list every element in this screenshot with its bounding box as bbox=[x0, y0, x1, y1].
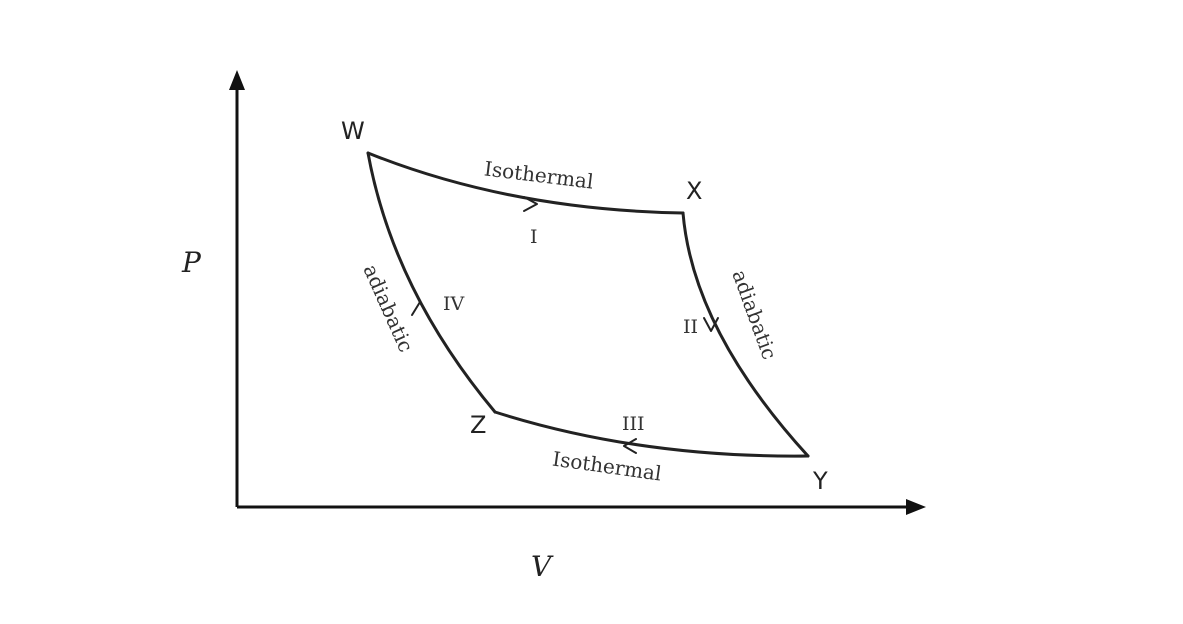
right-process-label: adiabatic bbox=[727, 267, 782, 363]
bottom-process-label: Isothermal bbox=[551, 447, 663, 486]
step-ii-label: II bbox=[683, 316, 698, 338]
p-axis-label: P bbox=[181, 246, 202, 279]
vertex-w-label: W bbox=[341, 117, 365, 145]
vertex-z-label: Z bbox=[470, 411, 486, 439]
process-i-arrow bbox=[523, 196, 538, 212]
vertex-x-label: X bbox=[686, 177, 702, 205]
step-i-label: I bbox=[530, 226, 538, 248]
adiabatic-compression-curve bbox=[366, 151, 497, 414]
step-iii-label: III bbox=[622, 413, 645, 435]
left-process-label: adiabatic bbox=[358, 261, 418, 356]
cycle bbox=[366, 151, 810, 458]
vertex-y-label: Y bbox=[812, 467, 828, 495]
step-iv-label: IV bbox=[443, 293, 465, 315]
isothermal-expansion-curve bbox=[366, 151, 685, 215]
top-process-label: Isothermal bbox=[483, 156, 595, 193]
v-axis-arrowhead bbox=[906, 499, 926, 515]
isothermal-compression-curve bbox=[493, 410, 810, 458]
v-axis-label: V bbox=[531, 550, 554, 583]
process-iii-arrow bbox=[623, 438, 637, 454]
axes bbox=[229, 70, 926, 515]
process-iv-arrow bbox=[411, 301, 428, 316]
process-ii-arrow bbox=[703, 317, 719, 332]
adiabatic-expansion-curve bbox=[681, 211, 810, 458]
p-axis-arrowhead bbox=[229, 70, 245, 90]
